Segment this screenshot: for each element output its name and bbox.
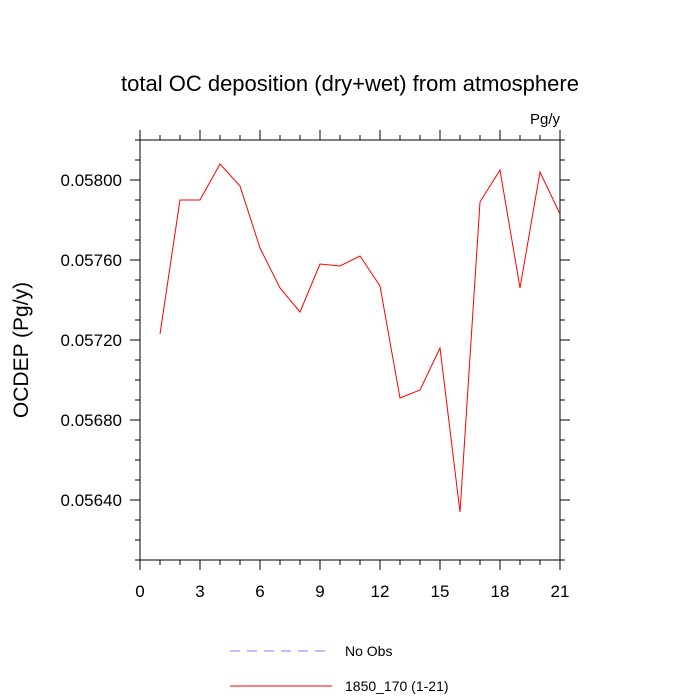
legend: No Obs 1850_170 (1-21) bbox=[230, 643, 449, 694]
x-axis-ticks: 0 3 6 9 12 15 18 21 bbox=[135, 130, 569, 601]
y-tick-label: 0.05680 bbox=[61, 411, 122, 430]
x-tick-label: 12 bbox=[371, 582, 390, 601]
units-label: Pg/y bbox=[530, 111, 561, 128]
chart-title: total OC deposition (dry+wet) from atmos… bbox=[121, 71, 579, 96]
x-tick-label: 0 bbox=[135, 582, 144, 601]
y-tick-label: 0.05640 bbox=[61, 491, 122, 510]
y-axis-label: OCDEP (Pg/y) bbox=[10, 282, 33, 418]
legend-label: No Obs bbox=[345, 643, 392, 659]
y-axis-ticks: 0.05640 0.05680 0.05720 0.05760 0.05800 bbox=[61, 139, 570, 561]
x-tick-label: 21 bbox=[551, 582, 570, 601]
x-tick-label: 3 bbox=[195, 582, 204, 601]
legend-label: 1850_170 (1-21) bbox=[345, 678, 449, 694]
x-tick-label: 18 bbox=[491, 582, 510, 601]
y-tick-label: 0.05800 bbox=[61, 171, 122, 190]
y-tick-label: 0.05760 bbox=[61, 251, 122, 270]
series-layer bbox=[159, 163, 561, 513]
x-tick-label: 6 bbox=[255, 582, 264, 601]
y-tick-label: 0.05720 bbox=[61, 331, 122, 350]
x-tick-label: 15 bbox=[431, 582, 450, 601]
series-line bbox=[159, 163, 561, 513]
x-tick-label: 9 bbox=[315, 582, 324, 601]
plot-frame bbox=[139, 139, 561, 561]
